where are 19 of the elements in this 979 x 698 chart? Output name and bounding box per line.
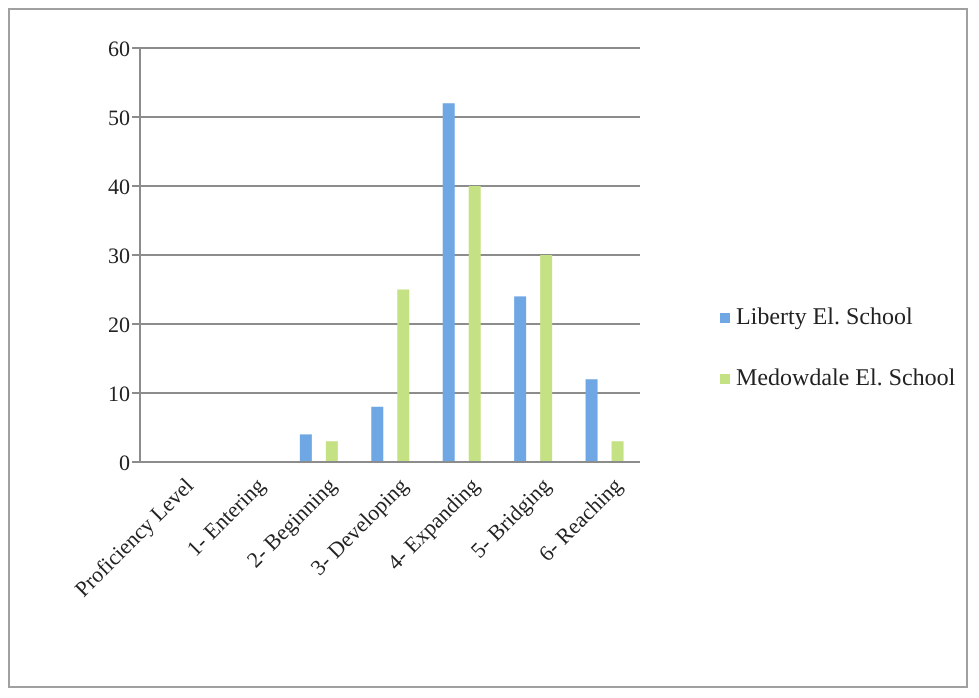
y-tick-label: 0 [119, 450, 130, 475]
bar [326, 441, 338, 462]
y-tick-label: 50 [108, 104, 130, 130]
bar [442, 103, 455, 462]
legend-label: Medowdale El. School [736, 365, 956, 392]
y-tick-label: 20 [108, 312, 130, 337]
bar [468, 186, 481, 462]
bar [514, 296, 526, 462]
y-tick-label: 30 [108, 242, 130, 268]
y-tick-label: 10 [108, 380, 130, 406]
legend-label: Liberty El. School [736, 304, 913, 331]
y-tick-label: 60 [108, 36, 130, 61]
bar [397, 290, 410, 462]
bar [586, 379, 598, 462]
y-tick-label: 40 [108, 174, 130, 199]
bar [612, 441, 624, 462]
bar [300, 434, 312, 462]
bar [371, 406, 384, 462]
bar [540, 255, 552, 462]
